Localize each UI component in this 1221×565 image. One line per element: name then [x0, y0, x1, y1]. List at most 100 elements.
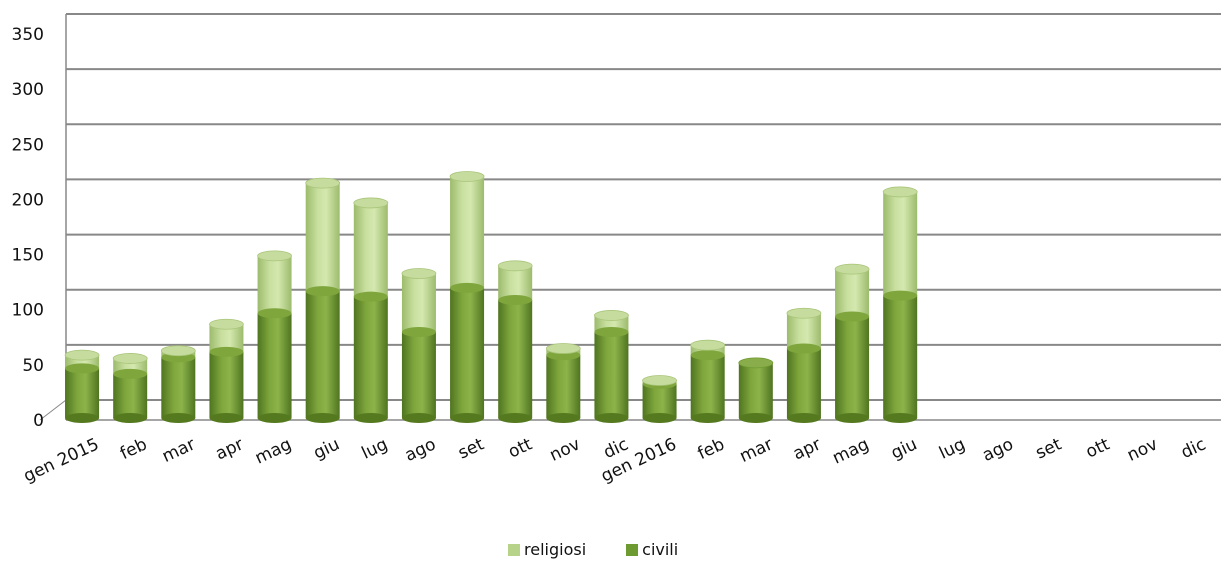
bar-civili-base: [498, 413, 532, 423]
bar-civili-base: [450, 413, 484, 423]
bar-religiosi-top: [65, 350, 99, 360]
legend-item-civili: civili: [626, 540, 678, 559]
bar-religiosi-top: [258, 251, 292, 261]
bar-segment-join: [450, 283, 484, 293]
bar-civili-base: [594, 413, 628, 423]
bar-religiosi: [883, 192, 917, 296]
bar-civili: [643, 384, 677, 418]
legend-swatch-civili: [626, 544, 638, 556]
bar-religiosi-top: [835, 264, 869, 274]
legend-item-religiosi: religiosi: [508, 540, 586, 559]
x-tick-label: feb: [695, 434, 728, 464]
bar-civili: [306, 291, 340, 418]
x-tick-label: lug: [936, 434, 968, 463]
bar-segment-join: [258, 308, 292, 318]
bar-religiosi-top: [498, 261, 532, 271]
x-tick-label: mar: [737, 434, 776, 466]
bar-religiosi-top: [450, 171, 484, 181]
bar-religiosi-top: [161, 346, 195, 356]
x-tick-label: set: [1033, 434, 1065, 463]
bar-civili: [354, 297, 388, 418]
bar-religiosi-top: [546, 344, 580, 354]
y-tick-label: 200: [12, 190, 44, 210]
legend-swatch-religiosi: [508, 544, 520, 556]
legend: religiosi civili: [508, 540, 678, 559]
bar-civili-base: [546, 413, 580, 423]
x-tick-label: nov: [547, 434, 584, 465]
bar-civili: [65, 368, 99, 418]
y-tick-label: 150: [12, 246, 44, 266]
bar-religiosi: [306, 183, 340, 291]
bar-segment-join: [691, 350, 725, 360]
y-tick-label: 50: [22, 356, 44, 376]
bar-civili: [450, 288, 484, 418]
bar-civili-base: [402, 413, 436, 423]
y-tick-label: 350: [12, 25, 44, 45]
bar-civili: [883, 296, 917, 418]
legend-label-religiosi: religiosi: [524, 540, 586, 559]
bar-civili: [546, 355, 580, 418]
x-tick-label: dic: [1178, 434, 1209, 463]
x-tick-label: apr: [213, 434, 247, 464]
bar-religiosi: [354, 203, 388, 297]
bar-religiosi: [450, 176, 484, 287]
bar-civili-base: [883, 413, 917, 423]
x-tick-label: giu: [888, 434, 920, 463]
bar-religiosi-top: [883, 187, 917, 197]
bar-civili: [787, 349, 821, 418]
bar-civili-base: [354, 413, 388, 423]
bar-religiosi-top: [113, 353, 147, 363]
bar-religiosi-top: [643, 376, 677, 386]
x-tick-label: set: [455, 434, 487, 463]
x-tick-label: feb: [117, 434, 150, 464]
bar-segment-join: [354, 292, 388, 302]
x-tick-label: ago: [979, 434, 1016, 465]
bar-religiosi-top: [402, 269, 436, 279]
bar-civili-base: [739, 413, 773, 423]
bar-religiosi-top: [691, 340, 725, 350]
bar-religiosi: [835, 269, 869, 316]
bar-civili: [161, 357, 195, 418]
bar-religiosi-top: [209, 319, 243, 329]
bar-civili-base: [161, 413, 195, 423]
bar-segment-join: [306, 286, 340, 296]
bar-civili-base: [787, 413, 821, 423]
x-tick-label: mar: [159, 434, 198, 466]
bar-civili: [835, 317, 869, 418]
y-tick-label: 250: [12, 135, 44, 155]
x-tick-label: ott: [1083, 434, 1113, 462]
bar-civili-base: [306, 413, 340, 423]
bar-religiosi-top: [594, 310, 628, 320]
bar-segment-join: [594, 327, 628, 337]
bar-civili-base: [835, 413, 869, 423]
bar-religiosi: [258, 256, 292, 313]
bar-civili-base: [643, 413, 677, 423]
bar-segment-join: [65, 363, 99, 373]
bar-civili: [594, 332, 628, 418]
bar-segment-join: [883, 291, 917, 301]
bar-segment-join: [835, 312, 869, 322]
bar-civili: [739, 363, 773, 418]
y-tick-label: 0: [33, 411, 44, 431]
bar-civili: [691, 355, 725, 418]
bar-segment-join: [113, 369, 147, 379]
x-tick-label: apr: [790, 434, 824, 464]
x-tick-label: gen 2015: [21, 434, 103, 486]
x-tick-label: ott: [505, 434, 535, 462]
x-tick-label: lug: [359, 434, 391, 463]
bar-civili-base: [691, 413, 725, 423]
x-tick-label: nov: [1124, 434, 1161, 465]
bar-civili: [258, 313, 292, 418]
bar-civili-base: [209, 413, 243, 423]
bar-civili: [209, 352, 243, 418]
bar-segment-join: [402, 327, 436, 337]
bar-religiosi: [402, 274, 436, 332]
y-tick-label: 100: [12, 301, 44, 321]
x-tick-label: mag: [252, 434, 295, 468]
x-tick-label: mag: [829, 434, 872, 468]
bar-civili-top: [739, 358, 773, 368]
bar-segment-join: [498, 295, 532, 305]
bar-civili: [113, 374, 147, 418]
x-tick-label: giu: [311, 434, 343, 463]
bar-civili-base: [113, 413, 147, 423]
